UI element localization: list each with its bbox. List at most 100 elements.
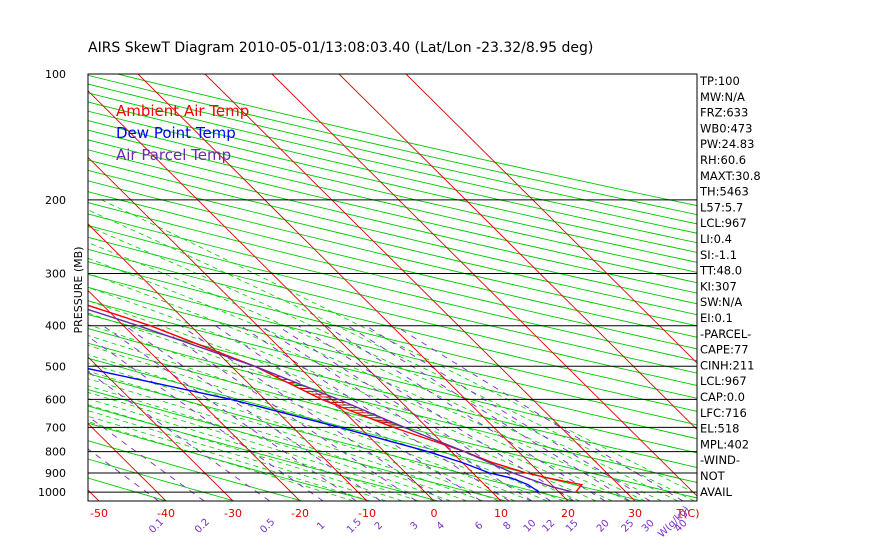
- dry-adiabat-line: [88, 261, 697, 412]
- isotherm-line: [88, 223, 368, 501]
- dry-adiabat-line: [88, 342, 697, 499]
- dry-adiabat-line: [88, 225, 697, 374]
- y-axis-label: PRESSURE (MB): [72, 247, 85, 334]
- pressure-tick-label: 900: [45, 467, 66, 480]
- pressure-tick-label: 100: [45, 68, 66, 81]
- index-item: LFC:716: [700, 406, 747, 420]
- index-item: MPL:402: [700, 437, 749, 451]
- dry-adiabat-line: [88, 405, 439, 501]
- mixing-ratio-tick-label: 4: [435, 520, 447, 532]
- index-item: PW:24.83: [700, 137, 754, 151]
- mixing-ratio-tick-label: 25: [620, 518, 637, 535]
- dry-adiabat-line: [88, 191, 697, 338]
- isotherm-line: [338, 74, 697, 431]
- index-item: SI:-1.1: [700, 248, 737, 262]
- isotherm-line: [88, 289, 301, 501]
- mixing-ratio-line: [325, 325, 606, 501]
- mixing-ratio-line: [260, 325, 533, 501]
- mixing-ratio-tick-label: 3: [408, 520, 420, 532]
- moist-adiabat-line: [88, 385, 451, 501]
- moist-adiabat-line: [88, 286, 613, 501]
- dry-adiabat-line: [88, 248, 697, 399]
- mixing-ratio-tick-label: 10: [522, 518, 539, 535]
- pressure-tick-label: 300: [45, 268, 66, 281]
- mixing-ratio-line: [347, 325, 630, 501]
- mixing-ratio-tick-label: 6: [473, 520, 485, 532]
- dry-adiabat-line: [88, 110, 697, 253]
- index-item: EL:518: [700, 422, 740, 436]
- index-item: SW:N/A: [700, 295, 742, 309]
- moist-adiabat-line: [88, 324, 564, 501]
- pressure-tick-label: 800: [45, 446, 66, 459]
- dry-adiabat-line: [88, 149, 697, 294]
- dry-adiabat-line: [88, 236, 697, 386]
- mixing-ratio-line: [240, 325, 510, 501]
- mixing-ratio-tick-label: 8: [501, 520, 513, 532]
- moist-adiabat-line: [88, 398, 419, 501]
- moist-adiabat-line: [88, 209, 695, 501]
- chart-title: AIRS SkewT Diagram 2010-05-01/13:08:03.4…: [88, 40, 593, 56]
- mixing-ratio-tick-label: 15: [564, 518, 581, 535]
- index-item: LCL:967: [700, 216, 747, 230]
- isotherm-line: [88, 156, 435, 501]
- series-layer: [88, 304, 584, 493]
- moist-adiabat-line: [101, 199, 697, 495]
- index-item: TH:5463: [699, 185, 749, 199]
- moist-adiabat-line: [88, 335, 548, 501]
- series-ambient-air-temp-line: [88, 304, 584, 493]
- index-item: CINH:211: [700, 358, 755, 372]
- pressure-tick-label: 1000: [38, 486, 66, 499]
- dry-adiabat-line: [88, 314, 697, 468]
- dry-adiabat-line: [88, 213, 697, 362]
- moist-adiabat-line: [88, 272, 629, 501]
- dry-adiabat-line: [88, 422, 371, 501]
- dry-adiabat-line: [88, 273, 697, 426]
- bottom-temp-tick-label: 0: [431, 507, 438, 520]
- mixing-ratio-tick-label: 1: [315, 520, 327, 532]
- moist-adiabat-line: [88, 226, 679, 501]
- legend: Ambient Air Temp Dew Point Temp Air Parcel…: [116, 102, 249, 164]
- dry-adiabat-line: [88, 300, 697, 454]
- index-item: WB0:473: [700, 121, 752, 135]
- mixing-ratio-line: [277, 325, 551, 501]
- mixing-ratio-tick-label: 2: [373, 520, 385, 532]
- index-item: NOT: [700, 469, 726, 483]
- mixing-ratio-tick-label: 12: [541, 518, 558, 535]
- dry-adiabat-line: [88, 139, 697, 284]
- bottom-temp-tick-label: -10: [358, 507, 376, 520]
- mixing-ratio-line: [180, 325, 443, 501]
- index-item: TP:100: [699, 74, 740, 88]
- bottom-temp-tick-label: -40: [157, 507, 175, 520]
- index-item: CAPE:77: [700, 343, 749, 357]
- index-item: LCL:967: [700, 374, 747, 388]
- index-item: RH:60.6: [700, 153, 746, 167]
- dry-adiabat-line: [88, 180, 697, 327]
- dry-adiabat-line: [88, 440, 303, 501]
- legend-entry-3: Air Parcel Temp: [116, 146, 231, 164]
- legend-entry-2: Dew Point Temp: [116, 124, 236, 142]
- isotherm-line: [88, 356, 234, 501]
- isotherm-line: [204, 74, 636, 501]
- dry-adiabat-line: [88, 120, 697, 263]
- series-dew-point-temp-line: [88, 367, 540, 493]
- mixing-ratio-tick-label: 0.5: [258, 517, 277, 536]
- index-item: MAXT:30.8: [700, 169, 761, 183]
- bottom-temp-tick-label: 20: [561, 507, 575, 520]
- moist-adiabat-line: [88, 378, 468, 501]
- index-item: MW:N/A: [700, 90, 745, 104]
- series-air-parcel-temp-line: [88, 308, 573, 493]
- mixing-ratio-tick-label: 0.2: [193, 517, 212, 536]
- dry-adiabat-line: [88, 169, 697, 316]
- legend-entry-1: Ambient Air Temp: [116, 102, 249, 120]
- pressure-tick-label: 500: [45, 360, 66, 373]
- bottom-temp-tick-label: -50: [90, 507, 108, 520]
- mixing-ratio-line: [102, 325, 357, 501]
- moist-adiabat-line: [88, 344, 532, 501]
- isotherm-line: [88, 90, 502, 501]
- dry-adiabat-line: [88, 389, 507, 501]
- mixing-ratio-tick-label: W(g/kg): [656, 504, 692, 540]
- grid-layer: [88, 74, 697, 501]
- dry-adiabat-line: [88, 458, 235, 501]
